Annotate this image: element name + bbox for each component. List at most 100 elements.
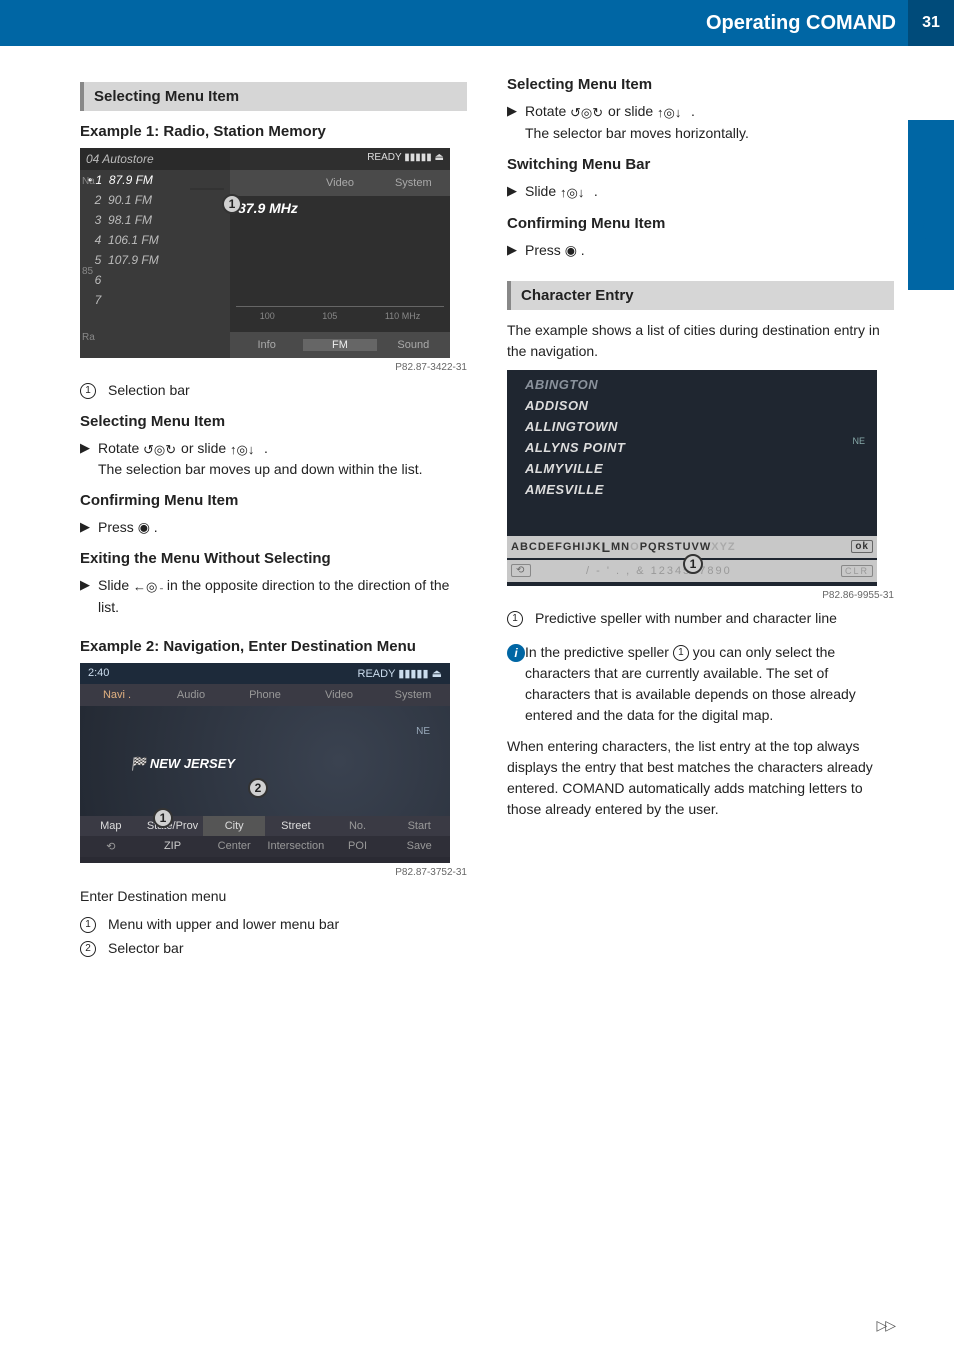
nav3-back: ⟲	[80, 836, 142, 857]
speller-callout-1: 1	[683, 554, 703, 574]
radio-preset-row: • 1 87.9 FM	[80, 170, 230, 190]
left-column: Selecting Menu Item Example 1: Radio, St…	[80, 76, 467, 962]
speller-ok: ok	[851, 540, 873, 553]
speller-city-item: ALLYNS POINT	[525, 437, 867, 458]
step-rotate-mid: or slide	[181, 440, 230, 456]
nav-compass: NE	[416, 726, 430, 737]
svg-text:↺◎↻: ↺◎↻	[143, 443, 176, 457]
info-icon: i	[507, 644, 525, 662]
figure3-caption: P82.86-9955-31	[507, 590, 894, 601]
alpha-mid: MN	[611, 541, 630, 553]
radio-preset-row: 4 106.1 FM	[80, 230, 230, 250]
slide-vert-icon: ↑◎↓	[657, 102, 687, 123]
nav2-no: No.	[327, 816, 389, 836]
step-exit-pre: Slide	[98, 577, 133, 593]
sub-confirm-left: Confirming Menu Item	[80, 492, 467, 509]
radio-bottab-fm: FM	[303, 339, 376, 351]
slide-horiz-icon: ←◎→	[133, 576, 163, 597]
legend3-num: 1	[507, 611, 523, 627]
radio-tab-system: System	[377, 177, 450, 189]
callout-line	[190, 188, 224, 190]
nav2-map: Map	[80, 816, 142, 836]
figure2-caption: P82.87-3752-31	[80, 867, 467, 878]
legend2b-num: 2	[80, 941, 96, 957]
nav3-poi: POI	[327, 836, 389, 857]
step-rotate-cont-r: The selector bar moves horizontally.	[525, 125, 749, 141]
fig2-desc: Enter Destination menu	[80, 886, 467, 907]
legend-selection-bar: 1 Selection bar	[80, 381, 467, 401]
svg-text:↑◎↓: ↑◎↓	[657, 106, 681, 120]
radio-preset-row: 3 98.1 FM	[80, 210, 230, 230]
step-press-right: ▶ Press ◉ .	[507, 240, 894, 261]
step-press-post: .	[154, 519, 158, 535]
right-column: Selecting Menu Item ▶ Rotate ↺◎↻ or slid…	[507, 76, 894, 962]
speller-back-icon: ⟲	[511, 564, 531, 577]
radio-side-04: 04	[86, 152, 99, 166]
nav-tab-audio: Audio	[154, 684, 228, 706]
legend3-text: Predictive speller with number and chara…	[535, 609, 837, 629]
radio-side-ra: Ra	[82, 332, 95, 343]
radio-scale-100: 100	[260, 311, 275, 328]
step-press-pre: Press	[98, 519, 138, 535]
svg-text:←◎→: ←◎→	[133, 580, 163, 594]
nav3-center: Center	[203, 836, 265, 857]
nav-tab-system: System	[376, 684, 450, 706]
step-rotate-pre-r: Rotate	[525, 103, 570, 119]
nav3-save: Save	[388, 836, 450, 857]
radio-scale-110: 110 MHz	[385, 311, 420, 328]
radio-side-na: Na	[82, 176, 95, 187]
radio-bottab-info: Info	[230, 339, 303, 351]
legend2a: 1 Menu with upper and lower menu bar	[80, 915, 467, 935]
step-switch-post: .	[594, 183, 598, 199]
legend-text-1: Selection bar	[108, 381, 190, 401]
sub-switch: Switching Menu Bar	[507, 156, 894, 173]
svg-text:↺◎↻: ↺◎↻	[570, 106, 603, 120]
radio-tab-video: Video	[303, 177, 376, 189]
radio-preset-row: 7	[80, 290, 230, 310]
step-switch: ▶ Slide ↑◎↓ .	[507, 181, 894, 203]
speller-numbers: / - ' . , & 1234567890	[586, 565, 732, 577]
final-paragraph: When entering characters, the list entry…	[507, 736, 894, 820]
speller-city-item: AMESVILLE	[525, 479, 867, 500]
radio-preset-row: 6	[80, 270, 230, 290]
legend2b-text: Selector bar	[108, 939, 183, 959]
slide-vert-icon: ↑◎↓	[230, 438, 260, 459]
figure1-caption: P82.87-3422-31	[80, 362, 467, 373]
step-rotate-left: ▶ Rotate ↺◎↻ or slide ↑◎↓ . The selectio…	[80, 438, 467, 481]
header-title: Operating COMAND	[706, 12, 908, 35]
speller-compass: NE	[852, 436, 865, 446]
triangle-marker-icon: ▶	[80, 517, 98, 538]
step-rotate-cont: The selection bar moves up and down with…	[98, 461, 423, 477]
nav-time: 2:40	[88, 667, 109, 680]
step-press-left: ▶ Press ◉ .	[80, 517, 467, 538]
triangle-marker-icon: ▶	[507, 101, 525, 144]
triangle-marker-icon: ▶	[80, 575, 98, 618]
info-text1: In the predictive speller	[525, 644, 673, 660]
speller-city-item: ABINGTON	[525, 374, 867, 395]
nav-callout-2: 2	[248, 778, 268, 798]
alpha-o: O	[630, 541, 640, 553]
example2-title: Example 2: Navigation, Enter Destination…	[80, 638, 467, 655]
legend3: 1 Predictive speller with number and cha…	[507, 609, 894, 629]
radio-frequency: 87.9 MHz	[238, 200, 298, 216]
press-knob-icon: ◉	[138, 519, 150, 535]
step-rotate-pre: Rotate	[98, 440, 143, 456]
nav2-street: Street	[265, 816, 327, 836]
nav-location: NEW JERSEY	[150, 756, 235, 771]
triangle-marker-icon: ▶	[507, 181, 525, 203]
step-rotate-mid-r: or slide	[608, 103, 657, 119]
speller-clr: CLR	[841, 565, 873, 577]
example1-title: Example 1: Radio, Station Memory	[80, 123, 467, 140]
triangle-marker-icon: ▶	[507, 240, 525, 261]
page-number: 31	[908, 0, 954, 46]
speller-city-item: ALLINGTOWN	[525, 416, 867, 437]
legend2a-num: 1	[80, 917, 96, 933]
radio-preset-row: 2 90.1 FM	[80, 190, 230, 210]
radio-side-85: 85	[82, 266, 93, 277]
rotate-knob-icon: ↺◎↻	[570, 102, 604, 123]
nav2-city: City	[203, 816, 265, 836]
svg-text:↑◎↓: ↑◎↓	[230, 443, 254, 457]
alpha-dim: XYZ	[711, 541, 735, 553]
info-note: i In the predictive speller 1 you can on…	[507, 642, 894, 726]
sub-exit: Exiting the Menu Without Selecting	[80, 550, 467, 567]
